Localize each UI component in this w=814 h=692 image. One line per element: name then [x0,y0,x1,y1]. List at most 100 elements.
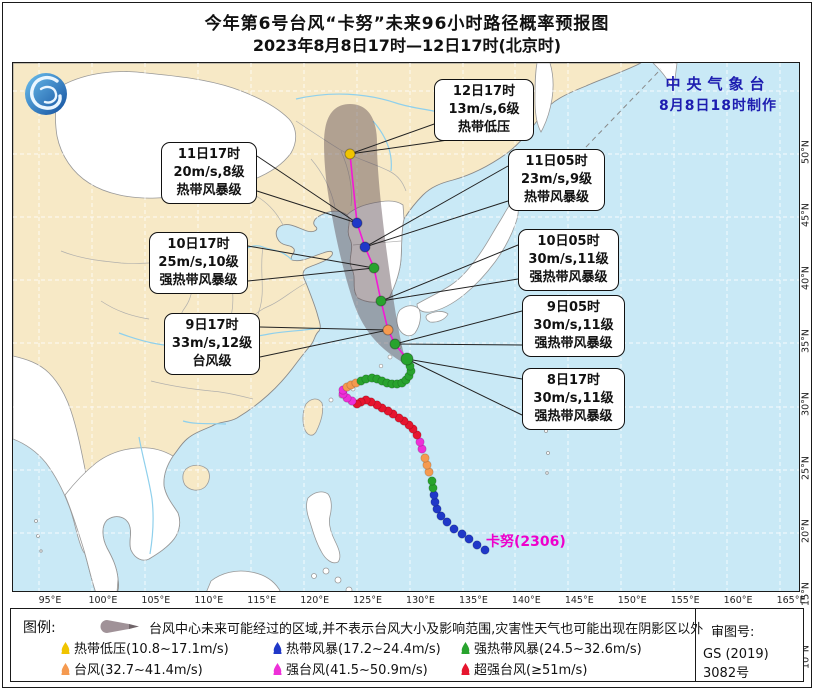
callout-time: 9日17时 [185,318,239,333]
callout-level: 强热带风暴级 [529,270,608,285]
callout-wind: 20m/s,8级 [173,165,245,180]
cone-icon [99,619,141,638]
category-drop-icon [273,662,282,675]
legend-label: 图例: [23,620,56,636]
lat-label: 25°N [800,455,812,480]
callout-level: 强热带风暴级 [159,273,238,288]
forecast-map: 中央气象台 8月8日18时制作 卡努(2306) 12日17时 13m/s,6级热… [12,62,800,592]
category-drop-icon [273,641,282,654]
kuril-chain [560,68,662,174]
forecast-dot [389,338,401,350]
china-islands [182,398,324,491]
callout-time: 9日05时 [546,300,601,315]
forecast-dot [351,217,363,229]
lon-label: 115°E [247,595,277,606]
kyushu [396,305,421,337]
callout-wind: 33m/s,12级 [171,336,253,351]
lon-label: 145°E [564,595,594,606]
agency-produced: 8月8日18时制作 [659,98,777,114]
lon-label: 155°E [670,595,700,606]
lat-label: 50°N [800,140,812,164]
callout-wind: 30m/s,11级 [528,252,609,267]
cma-logo-icon [25,73,67,115]
category-drop-icon [61,662,70,675]
history-dot [449,524,459,534]
lat-label: 15°N [800,581,812,606]
category-drop-icon [461,662,470,675]
callout-wind: 13m/s,6级 [448,102,520,117]
forecast-dot [344,148,356,160]
legend-item-STY: 强台风(41.5~50.9m/s) [273,659,428,678]
lat-label: 30°N [800,392,812,417]
callout-level: 台风级 [192,354,232,369]
lon-label: 165°E [776,595,806,606]
callout-time: 12日17时 [452,84,516,99]
history-dot [472,540,482,550]
callout-level: 强热带风暴级 [534,336,613,351]
forecast-dot [382,324,394,336]
legend-item-label: 强台风(41.5~50.9m/s) [286,663,428,678]
callout-8日17时: 8日17时 30m/s,11级 强热带风暴级 [522,368,625,430]
indochina [64,447,181,591]
lon-label: 110°E [194,595,224,606]
legend-item-TY: 台风(32.7~41.4m/s) [61,659,203,678]
sakhalin [534,63,554,133]
callout-11日17时: 11日17时 20m/s,8级 热带风暴级 [161,142,257,204]
lat-label: 35°N [800,329,812,354]
callout-wind: 30m/s,11级 [533,318,614,333]
history-dot [427,476,437,486]
history-dot [464,534,474,544]
hainan [182,464,210,491]
history-dot [442,517,452,527]
agency-name: 中央气象台 [665,75,771,93]
lat-label: 40°N [800,266,812,291]
lon-label: 95°E [38,595,62,606]
callout-wind: 23m/s,9级 [520,172,593,187]
legend-divider [695,609,696,681]
lon-label: 140°E [511,595,541,606]
legend-item-label: 热带风暴(17.2~24.4m/s) [286,642,441,657]
legend-item-label: 超强台风(≥51m/s) [474,663,588,678]
history-dot [394,413,404,423]
legend-panel: 图例: 台风中心未来可能经过的区域,并不表示台风大小及影响范围,灾害性天气也可能… [10,608,804,682]
storm-name-label: 卡努(2306) [486,534,566,550]
forecast-dot [375,295,387,307]
category-drop-icon [461,641,470,654]
legend-item-TS: 热带风暴(17.2~24.4m/s) [273,638,441,657]
lon-label: 135°E [458,595,488,606]
lon-label: 105°E [141,595,171,606]
cma-logo [19,67,73,121]
kamchatka-tip [652,63,678,86]
shikoku [425,311,449,323]
category-drop-icon [61,641,70,654]
forecast-track-dots [344,148,414,366]
callout-time: 11日17时 [177,147,241,162]
legend-item-TD: 热带低压(10.8~17.1m/s) [61,638,229,657]
callout-12日17时: 12日17时 13m/s,6级 热带低压 [434,79,534,141]
taiwan [302,398,324,436]
legend-item-label: 强热带风暴(24.5~32.6m/s) [474,642,642,657]
legend-item-label: 热带低压(10.8~17.1m/s) [74,642,229,657]
callout-9日05时: 9日05时 30m/s,11级 强热带风暴级 [522,295,625,357]
map-license-label: 审图号: [711,625,755,640]
agency-credit: 中央气象台 8月8日18时制作 [659,73,777,115]
lon-label: 120°E [300,595,330,606]
callout-time: 8日17时 [546,373,601,388]
callout-wind: 25m/s,10级 [158,255,239,270]
lon-label: 100°E [88,595,118,606]
graticule [13,63,799,591]
lon-label: 130°E [406,595,435,606]
forecast-dot [359,241,371,253]
callout-level: 热带风暴级 [176,183,242,198]
history-dot [412,430,422,440]
callout-time: 10日17时 [167,237,230,252]
page-title: 今年第6号台风“卡努”未来96小时路径概率预报图 [204,14,610,34]
lon-label: 125°E [353,595,383,606]
current-position-dot [400,352,414,366]
callout-10日05时: 10日05时 30m/s,11级 强热带风暴级 [518,229,619,291]
page-subtitle: 2023年8月8日17时—12日17时(北京时) [252,36,562,55]
forecast-dot [368,262,380,274]
callout-level: 热带风暴级 [523,190,589,205]
map-canvas [13,63,799,591]
